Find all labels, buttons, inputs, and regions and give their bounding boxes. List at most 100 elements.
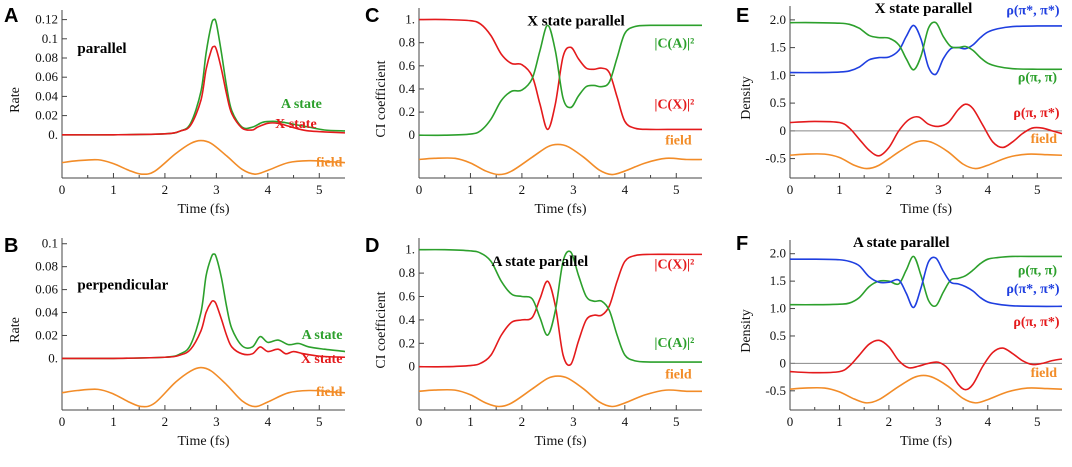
series--line: [789, 21, 1063, 71]
x-tick-label: 2: [886, 414, 893, 429]
series-c-x-line: [418, 253, 702, 368]
series-c-a-line: [418, 24, 702, 137]
series-annotation: ρ(π*, π*): [1006, 282, 1059, 297]
panel-title: A state parallel: [853, 235, 950, 251]
y-tick-label: 1.: [405, 12, 415, 27]
y-tick-label: 0.: [48, 127, 58, 142]
y-tick-label: 0.04: [35, 305, 58, 320]
y-tick-label: -0.5: [765, 383, 786, 398]
series-annotation: ρ(π, π*): [1013, 106, 1059, 121]
x-tick-label: 1: [467, 182, 474, 197]
series--line: [789, 256, 1063, 309]
series-annotation: |C(A)|²: [654, 36, 694, 51]
series-annotation: field: [316, 385, 343, 400]
series-x-state-line: [61, 299, 346, 360]
x-axis-label: Time (fs): [900, 434, 952, 449]
y-tick-label: 0: [409, 359, 416, 374]
x-tick-label: 2: [519, 182, 526, 197]
x-tick-label: 2: [162, 414, 169, 429]
y-tick-label: 0.06: [35, 69, 58, 84]
series--line: [789, 339, 1063, 391]
x-tick-label: 2: [519, 414, 526, 429]
x-tick-label: 4: [622, 414, 629, 429]
series-annotation: |C(A)|²: [654, 336, 694, 351]
series-annotation: field: [1031, 366, 1058, 381]
y-tick-label: 0.02: [35, 108, 58, 123]
y-tick-label: 0.: [48, 350, 58, 365]
panel-d: D 0 1 2 3 4 5 0 0.2 0.4 0.6 0.8 1. Time (fs) CI coeffi…: [365, 235, 703, 449]
series-annotation: field: [665, 367, 692, 382]
y-tick-label: 2.0: [770, 12, 786, 27]
y-tick-label: 0.6: [399, 289, 416, 304]
y-tick-label: 0.4: [399, 81, 416, 96]
panel-label-e: E: [736, 5, 749, 27]
x-tick-label: 5: [673, 414, 680, 429]
panel-b: B 0 1 2 3 4 5 0. 0.02 0.04 0.06 0.08 0.1 Time (fs) Rat…: [4, 235, 346, 449]
x-axis-label: Time (fs): [535, 434, 587, 449]
y-tick-label: 0.4: [399, 312, 416, 327]
panel-a: A 0 1 2 3 4 5 0. 0.02 0.04 0.06 0.08 0.1 0.12 Time (fs…: [4, 5, 346, 217]
x-tick-label: 2: [162, 182, 169, 197]
y-tick-label: 0: [409, 127, 416, 142]
panel-label-f: F: [736, 233, 748, 255]
y-tick-label: 0: [780, 355, 787, 370]
series-annotation: field: [1031, 132, 1058, 147]
y-axis-label: Rate: [8, 317, 23, 343]
x-axis-label: Time (fs): [535, 202, 587, 217]
series-annotation: field: [665, 133, 692, 148]
panel-title: parallel: [77, 41, 126, 57]
panel-title: X state parallel: [527, 13, 624, 29]
series-annotation: |C(X)|²: [654, 257, 694, 272]
x-tick-label: 4: [985, 414, 992, 429]
series-c-x-line: [418, 18, 702, 131]
y-tick-label: 2.0: [770, 246, 786, 261]
x-tick-label: 0: [787, 414, 794, 429]
series-field-line: [789, 374, 1063, 404]
x-tick-label: 3: [570, 182, 577, 197]
y-axis-label: Density: [739, 309, 754, 353]
y-tick-label: 0.06: [35, 282, 58, 297]
x-tick-label: 4: [622, 182, 629, 197]
x-tick-label: 0: [416, 414, 423, 429]
x-tick-label: 5: [673, 182, 680, 197]
series-annotation: field: [316, 155, 343, 170]
y-tick-label: 0.12: [35, 12, 58, 27]
y-tick-label: 0.2: [399, 104, 415, 119]
x-tick-label: 3: [213, 414, 220, 429]
x-tick-label: 1: [110, 182, 117, 197]
series-c-a-line: [418, 248, 702, 363]
x-tick-label: 3: [213, 182, 220, 197]
y-tick-label: 0.1: [42, 236, 58, 251]
y-tick-label: 0.5: [770, 95, 786, 110]
y-axis-label: Rate: [8, 87, 23, 113]
y-tick-label: 0.02: [35, 327, 58, 342]
series-field-line: [61, 139, 346, 176]
x-tick-label: 1: [836, 182, 843, 197]
x-axis-label: Time (fs): [178, 202, 230, 217]
panel-label-b: B: [4, 235, 18, 257]
series-annotation: A state: [302, 328, 343, 343]
y-tick-label: 0.1: [42, 31, 58, 46]
panel-label-c: C: [365, 5, 379, 27]
y-tick-label: 0: [780, 123, 787, 138]
y-tick-label: 0.6: [399, 58, 416, 73]
x-tick-label: 1: [836, 414, 843, 429]
series-annotation: ρ(π, π*): [1013, 315, 1059, 330]
x-tick-label: 1: [110, 414, 117, 429]
y-tick-label: 0.08: [35, 259, 58, 274]
x-tick-label: 0: [787, 182, 794, 197]
x-tick-label: 3: [935, 182, 942, 197]
y-tick-label: 0.8: [399, 35, 415, 50]
x-tick-label: 1: [467, 414, 474, 429]
y-tick-label: 0.04: [35, 88, 58, 103]
series-annotation: ρ(π, π): [1018, 70, 1057, 85]
x-tick-label: 5: [316, 182, 323, 197]
x-tick-label: 0: [416, 182, 423, 197]
series-field-line: [418, 143, 703, 176]
series-annotation: A state: [281, 97, 322, 112]
x-tick-label: 2: [886, 182, 893, 197]
x-tick-label: 4: [265, 414, 272, 429]
panel-title: A state parallel: [492, 254, 589, 270]
series--line: [789, 24, 1063, 76]
